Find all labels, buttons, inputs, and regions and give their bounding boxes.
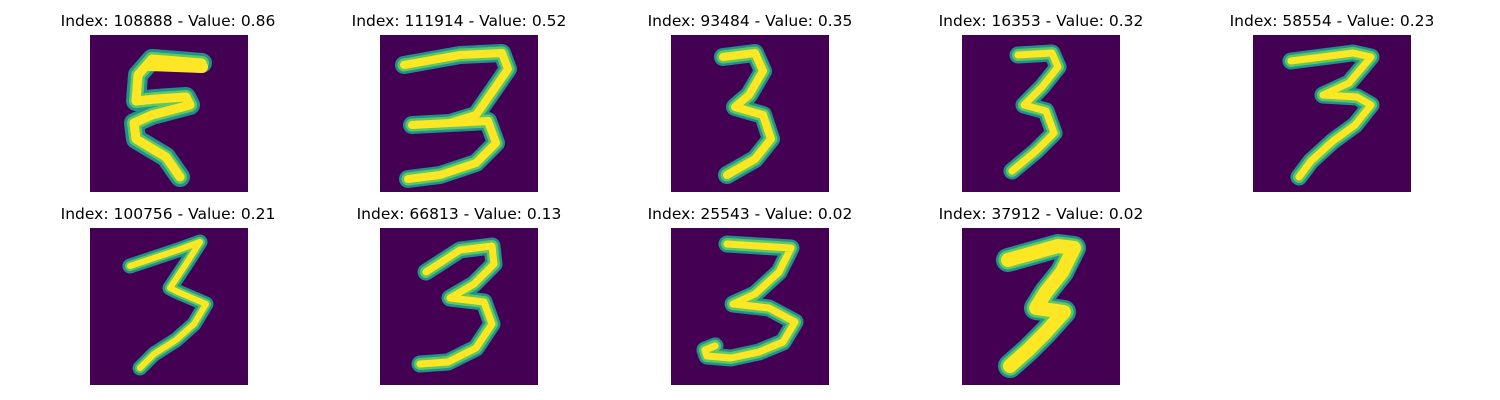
panel-title-8: Index: 25543 - Value: 0.02 [647, 205, 853, 223]
panel-title-7: Index: 66813 - Value: 0.13 [356, 205, 562, 223]
panel-title-5: Index: 58554 - Value: 0.23 [1229, 12, 1435, 30]
digit-image-6 [90, 228, 248, 385]
digit-image-2 [380, 35, 538, 192]
digit-image-5 [1253, 35, 1411, 192]
digit-image-7 [380, 228, 538, 385]
panel-title-4: Index: 16353 - Value: 0.32 [938, 12, 1144, 30]
digit-image-1 [90, 35, 248, 192]
panel-title-3: Index: 93484 - Value: 0.35 [647, 12, 853, 30]
panel-title-1: Index: 108888 - Value: 0.86 [60, 12, 276, 30]
digit-image-4 [962, 35, 1120, 192]
digit-image-3 [671, 35, 829, 192]
digit-image-9 [962, 228, 1120, 385]
digit-image-8 [671, 228, 829, 385]
panel-title-6: Index: 100756 - Value: 0.21 [60, 205, 276, 223]
panel-title-2: Index: 111914 - Value: 0.52 [351, 12, 567, 30]
panel-title-9: Index: 37912 - Value: 0.02 [938, 205, 1144, 223]
